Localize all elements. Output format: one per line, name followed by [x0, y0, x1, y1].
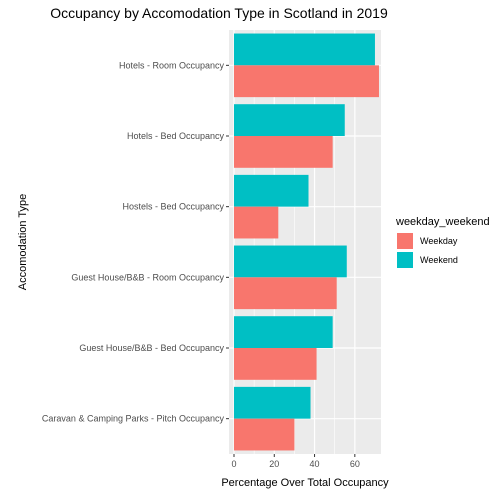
- bar-weekday: [234, 206, 279, 239]
- bar-weekday: [234, 418, 295, 451]
- legend-label-weekday: Weekday: [420, 236, 458, 246]
- bar-weekend: [234, 104, 345, 136]
- bar-weekend: [234, 174, 309, 207]
- legend-swatch-weekday: [397, 233, 413, 249]
- bar-weekday: [234, 136, 333, 168]
- x-tick-label: 20: [269, 459, 279, 469]
- x-tick-label: 0: [231, 459, 236, 469]
- y-tick-label: Caravan & Camping Parks - Pitch Occupanc…: [42, 414, 225, 424]
- bars: [234, 33, 379, 451]
- x-tick-label: 60: [350, 459, 360, 469]
- y-axis-title: Accomodation Type: [17, 194, 29, 290]
- x-tick-label: 40: [310, 459, 320, 469]
- x-axis-title: Percentage Over Total Occupancy: [221, 477, 389, 489]
- legend-items: Weekday Weekend: [397, 233, 458, 268]
- bar-weekday: [234, 348, 317, 380]
- y-tick-label: Hotels - Bed Occupancy: [127, 131, 225, 141]
- legend-swatch-weekend: [397, 252, 413, 268]
- y-axis-ticks: Hotels - Room Occupancy Hotels - Bed Occu…: [42, 60, 229, 424]
- legend-label-weekend: Weekend: [420, 255, 458, 265]
- legend-title: weekday_weekend: [395, 216, 490, 228]
- bar-weekend: [234, 33, 375, 66]
- y-tick-label: Guest House/B&B - Bed Occupancy: [79, 343, 224, 353]
- y-tick-label: Hostels - Bed Occupancy: [122, 202, 224, 212]
- legend: weekday_weekend Weekday Weekend: [395, 216, 490, 268]
- bar-weekend: [234, 386, 311, 419]
- y-tick-label: Guest House/B&B - Room Occupancy: [71, 272, 224, 282]
- y-tick-label: Hotels - Room Occupancy: [119, 60, 225, 70]
- bar-weekend: [234, 316, 333, 348]
- bar-weekend: [234, 245, 347, 278]
- chart-title: Occupancy by Accomodation Type in Scotla…: [50, 5, 388, 21]
- x-axis-ticks: 0 20 40 60: [231, 454, 360, 469]
- bar-weekday: [234, 65, 379, 98]
- bar-weekday: [234, 277, 337, 310]
